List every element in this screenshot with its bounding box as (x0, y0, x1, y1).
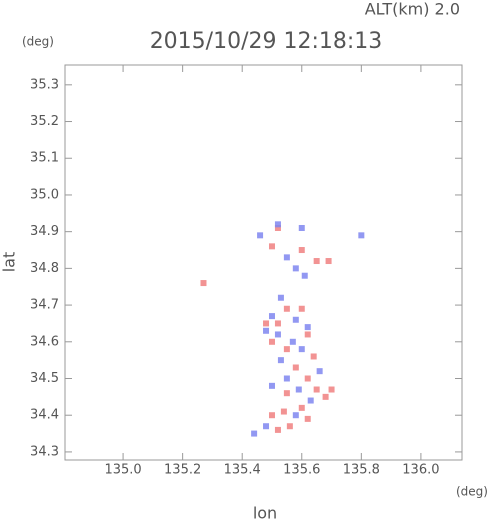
y-tick-label: 34.6 (30, 334, 59, 349)
y-tick-label: 35.1 (30, 151, 59, 166)
echo-point (251, 430, 258, 437)
y-tick-label: 34.8 (30, 261, 59, 276)
echo-point (283, 346, 290, 353)
echo-point (298, 305, 305, 312)
echo-point (277, 357, 284, 364)
echo-point (283, 390, 290, 397)
y-tick-label: 34.9 (30, 224, 59, 239)
echo-point (304, 415, 311, 422)
y-tick-label: 34.5 (30, 371, 59, 386)
x-axis-label: lon (253, 504, 277, 521)
echo-point (274, 224, 281, 231)
altitude-label: ALT(km) 2.0 (365, 0, 460, 19)
echo-point (283, 254, 290, 261)
echo-point (283, 375, 290, 382)
echo-point (263, 327, 270, 334)
echo-point (313, 386, 320, 393)
echo-point (316, 368, 323, 375)
echo-point (301, 272, 308, 279)
echo-point (292, 412, 299, 419)
y-tick-label: 35.2 (30, 114, 59, 129)
echo-point (274, 426, 281, 433)
echo-point (280, 408, 287, 415)
y-axis-label: lat (0, 252, 19, 273)
echo-point (263, 423, 270, 430)
echo-point (304, 331, 311, 338)
plot-frame (64, 64, 463, 461)
echo-point (274, 331, 281, 338)
y-tick-label: 35.0 (30, 187, 59, 202)
echo-point (292, 265, 299, 272)
echo-point (322, 393, 329, 400)
echo-point (304, 324, 311, 331)
echo-point (277, 294, 284, 301)
echo-point (274, 320, 281, 327)
echo-point (307, 397, 314, 404)
y-tick-label: 34.7 (30, 298, 59, 313)
echo-point (257, 232, 264, 239)
echo-point (268, 382, 275, 389)
echo-point (268, 313, 275, 320)
echo-point (295, 386, 302, 393)
echo-point (268, 412, 275, 419)
chart-title: 2015/10/29 12:18:13 (150, 29, 383, 54)
y-unit: (deg) (22, 35, 54, 49)
echo-point (304, 375, 311, 382)
echo-point (286, 423, 293, 430)
echo-point (289, 338, 296, 345)
x-unit: (deg) (456, 485, 488, 499)
x-tick-label: 135.0 (104, 463, 141, 478)
echo-point (298, 346, 305, 353)
echo-point (298, 224, 305, 231)
echo-point (325, 258, 332, 265)
x-tick-label: 135.4 (224, 463, 261, 478)
y-tick-label: 35.3 (30, 77, 59, 92)
echo-point (274, 221, 281, 228)
echo-point (268, 243, 275, 250)
x-tick-label: 135.2 (164, 463, 201, 478)
y-tick-label: 34.4 (30, 408, 59, 423)
echo-point (292, 316, 299, 323)
echo-point (298, 247, 305, 254)
echo-point (283, 305, 290, 312)
echo-point (200, 280, 207, 287)
echo-point (328, 386, 335, 393)
echo-point (292, 364, 299, 371)
echo-point (313, 258, 320, 265)
echo-point (298, 404, 305, 411)
echo-point (310, 353, 317, 360)
y-tick-label: 34.3 (30, 444, 59, 459)
x-tick-label: 135.6 (283, 463, 320, 478)
echo-point (263, 320, 270, 327)
echo-point (358, 232, 365, 239)
x-tick-label: 136.0 (402, 463, 439, 478)
x-tick-label: 135.8 (343, 463, 380, 478)
echo-point (268, 338, 275, 345)
